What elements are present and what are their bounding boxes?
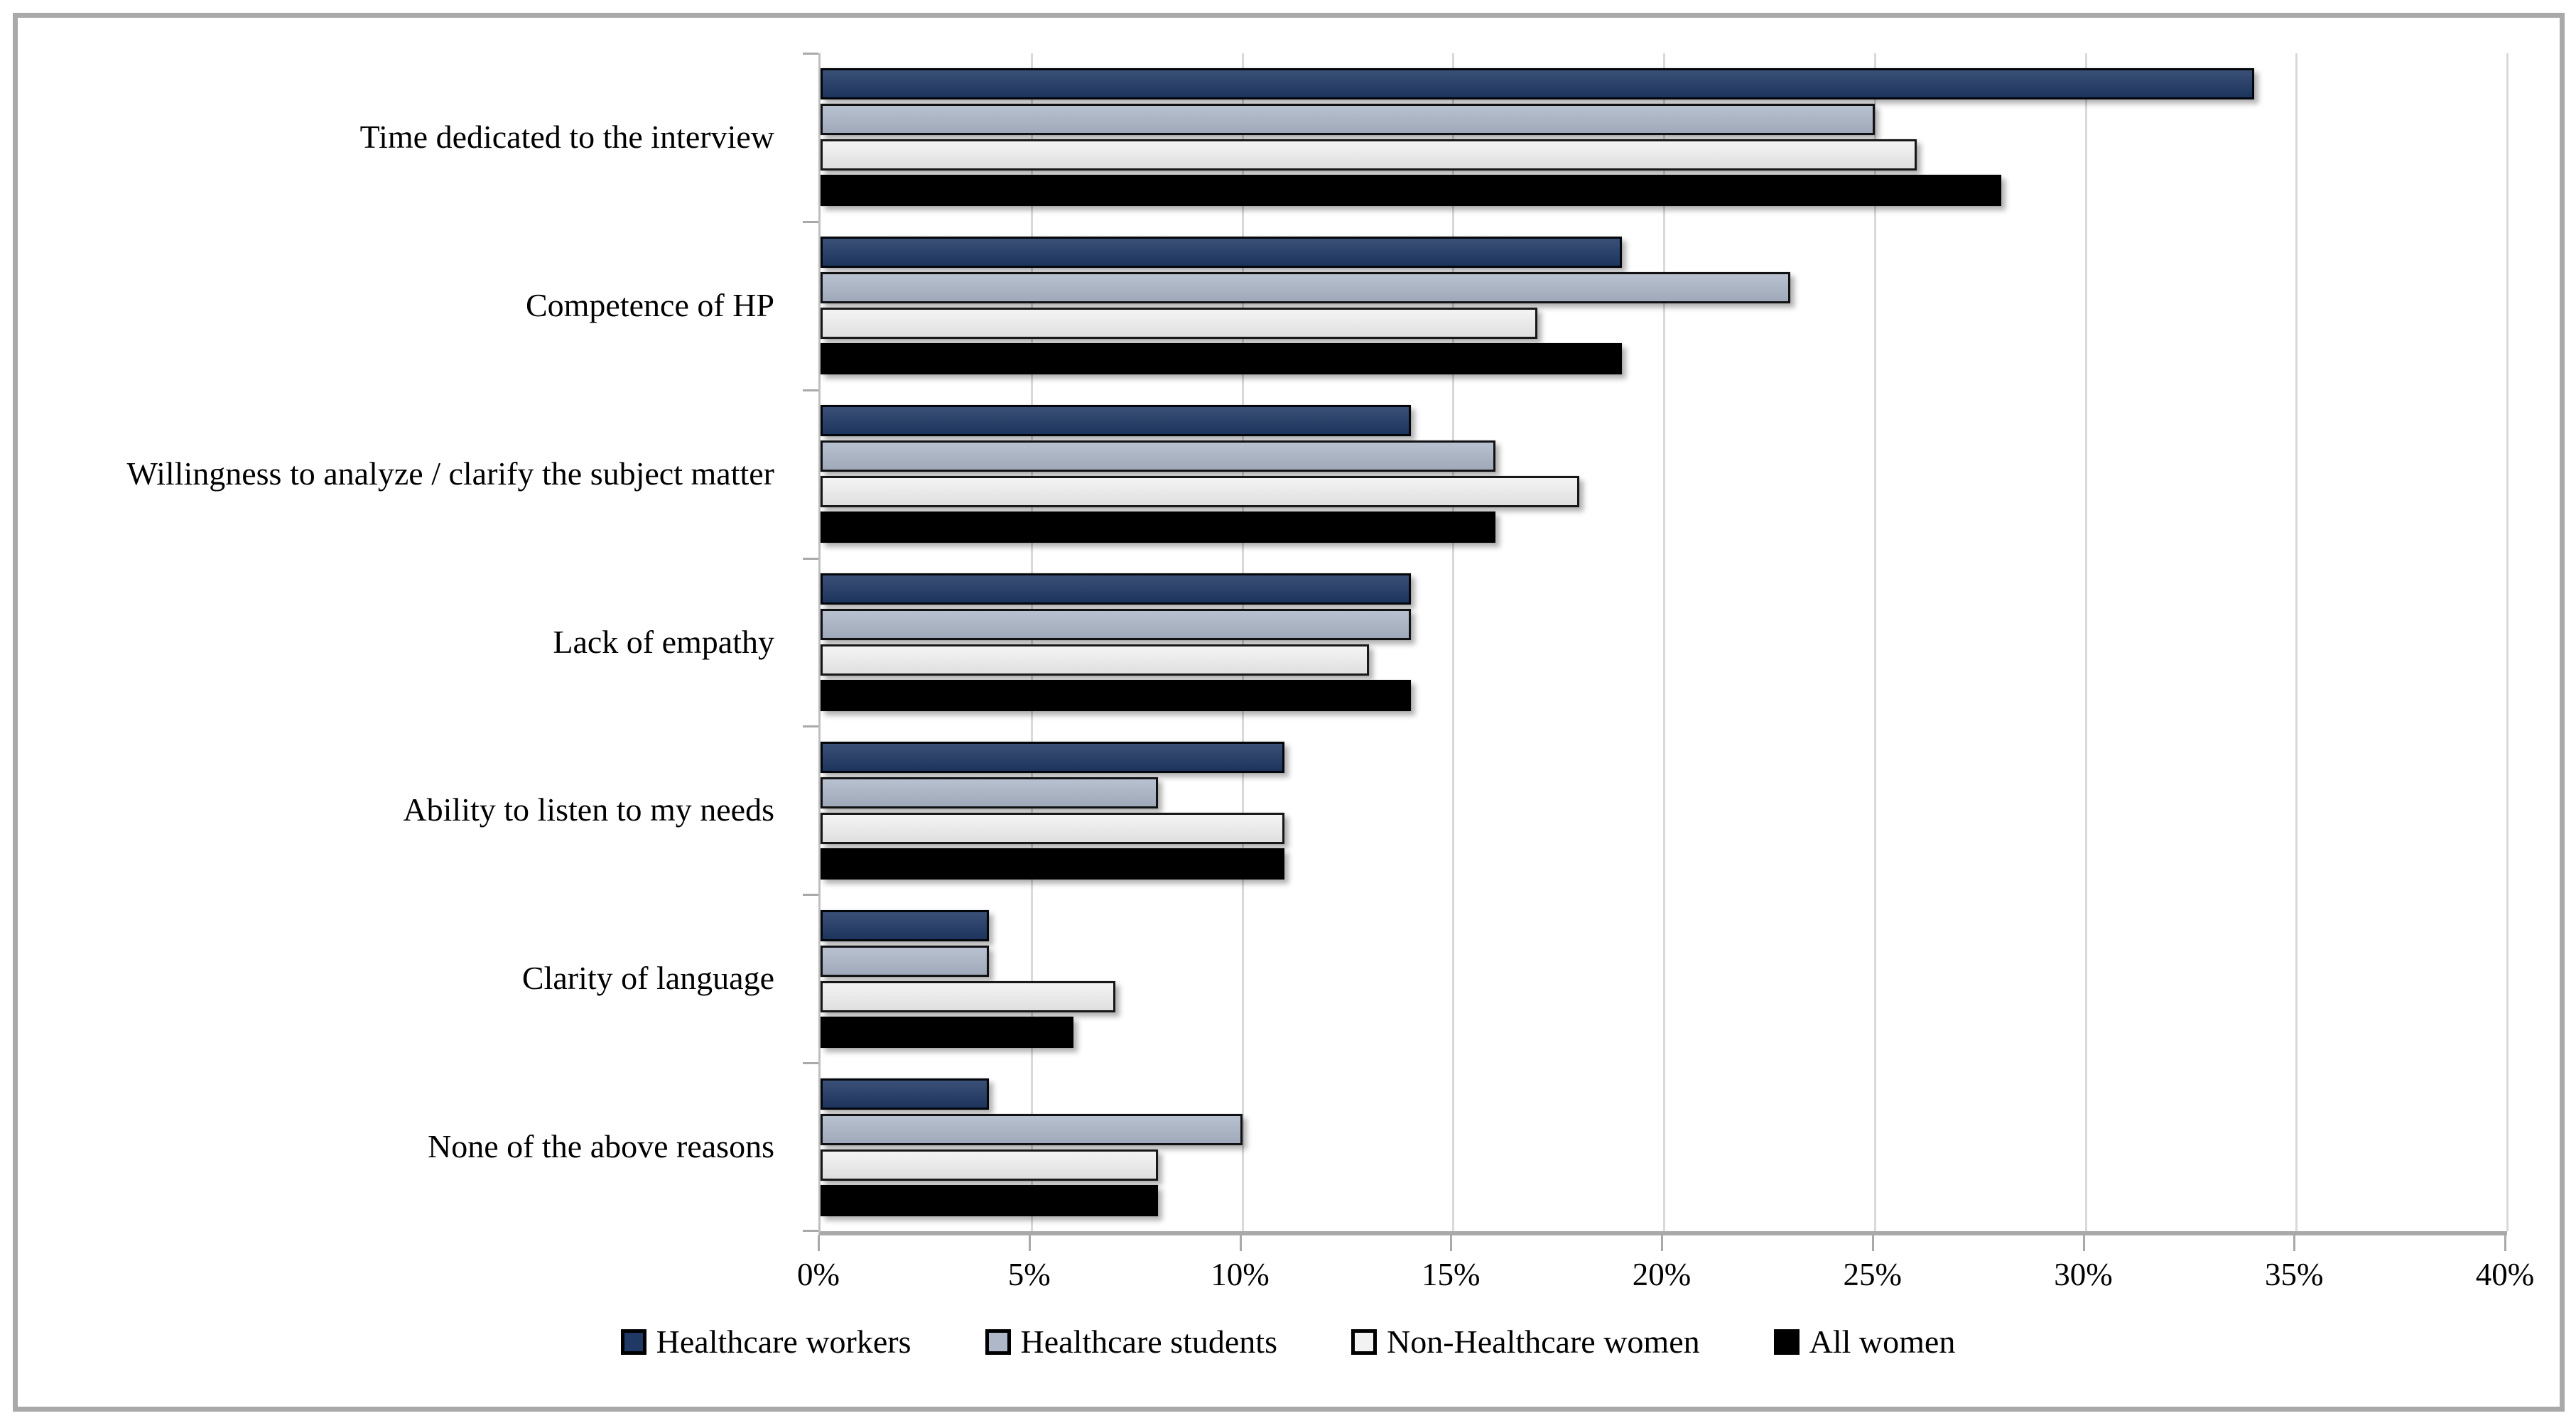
x-axis-tick xyxy=(818,1235,820,1251)
legend-item-healthcare-students: Healthcare students xyxy=(985,1323,1277,1360)
bar-all-women xyxy=(821,175,2001,207)
bar-healthcare-workers xyxy=(821,237,1622,269)
legend-marker-icon xyxy=(1351,1329,1377,1355)
x-axis-tick xyxy=(1239,1235,1242,1251)
y-axis-tick xyxy=(803,389,818,391)
x-axis-label-5pct: 5% xyxy=(1007,1257,1051,1292)
category-label-time-dedicated-to-the-interview: Time dedicated to the interview xyxy=(359,118,774,155)
y-axis-tick xyxy=(803,894,818,897)
x-axis-label-35pct: 35% xyxy=(2265,1257,2324,1292)
legend-marker-icon xyxy=(620,1329,646,1355)
bar-non-healthcare-women xyxy=(821,644,1369,676)
legend-label: Non-Healthcare women xyxy=(1386,1324,1700,1360)
bar-non-healthcare-women xyxy=(821,139,1917,171)
x-axis-tick xyxy=(1450,1235,1453,1251)
x-axis-label-30pct: 30% xyxy=(2054,1257,2113,1292)
bar-group-none-of-the-above-reasons xyxy=(821,1063,2507,1231)
bar-healthcare-students xyxy=(821,272,1791,304)
bar-healthcare-workers xyxy=(821,573,1411,605)
bar-healthcare-students xyxy=(821,1113,1243,1145)
x-axis-label-10pct: 10% xyxy=(1211,1257,1270,1292)
bar-group-clarity-of-language xyxy=(821,894,2507,1063)
legend-item-non-healthcare-women: Non-Healthcare women xyxy=(1351,1323,1700,1360)
gridline-5pct xyxy=(1030,53,1033,1231)
category-label-none-of-the-above-reasons: None of the above reasons xyxy=(428,1128,774,1165)
y-axis-tick xyxy=(803,557,818,560)
bar-healthcare-students xyxy=(821,608,1411,640)
category-label-willingness-to-analyze-clarify-the-subject-matter: Willingness to analyze / clarify the sub… xyxy=(126,455,774,492)
category-label-competence-of-hp: Competence of HP xyxy=(525,286,774,323)
bar-healthcare-workers xyxy=(821,68,2254,100)
bar-healthcare-workers xyxy=(821,909,990,941)
bar-group-competence-of-hp xyxy=(821,222,2507,390)
bar-group-lack-of-empathy xyxy=(821,558,2507,727)
bar-non-healthcare-women xyxy=(821,1149,1158,1181)
bar-group-willingness-to-analyze-clarify-the-subject-matter xyxy=(821,390,2507,558)
gridline-10pct xyxy=(1241,53,1244,1231)
x-axis-tick xyxy=(2082,1235,2085,1251)
y-axis-tick xyxy=(803,725,818,728)
x-axis-tick xyxy=(2293,1235,2296,1251)
bar-all-women xyxy=(821,343,1622,375)
category-label-clarity-of-language: Clarity of language xyxy=(521,960,774,997)
bar-healthcare-workers xyxy=(821,405,1411,437)
bar-all-women xyxy=(821,512,1495,543)
bar-healthcare-students xyxy=(821,440,1495,472)
bar-all-women xyxy=(821,1016,1074,1048)
legend-marker-icon xyxy=(1773,1329,1800,1355)
y-axis-tick xyxy=(803,53,818,55)
y-axis-tick xyxy=(803,220,818,223)
bar-healthcare-students xyxy=(821,777,1158,808)
bar-healthcare-students xyxy=(821,945,990,977)
legend-item-healthcare-workers: Healthcare workers xyxy=(620,1323,911,1360)
gridline-40pct xyxy=(2506,53,2509,1231)
bar-all-women xyxy=(821,679,1411,711)
chart-legend: Healthcare workers Healthcare students Non… xyxy=(0,1323,2576,1360)
bar-healthcare-students xyxy=(821,104,1875,136)
category-label-ability-to-listen-to-my-needs: Ability to listen to my needs xyxy=(403,791,774,828)
legend-label: Healthcare workers xyxy=(656,1324,911,1360)
bar-group-time-dedicated-to-the-interview xyxy=(821,53,2507,222)
legend-label: Healthcare students xyxy=(1020,1324,1277,1360)
gridline-15pct xyxy=(1452,53,1455,1231)
x-axis-tick xyxy=(2504,1235,2506,1251)
gridline-30pct xyxy=(2084,53,2087,1231)
x-axis-label-0pct: 0% xyxy=(797,1257,840,1292)
bar-group-ability-to-listen-to-my-needs xyxy=(821,726,2507,894)
legend-marker-icon xyxy=(985,1329,1011,1355)
legend-label: All women xyxy=(1809,1324,1956,1360)
x-axis-label-15pct: 15% xyxy=(1422,1257,1481,1292)
bar-healthcare-workers xyxy=(821,1078,990,1110)
x-axis-tick xyxy=(1028,1235,1031,1251)
x-axis-label-40pct: 40% xyxy=(2475,1257,2535,1292)
y-axis-tick xyxy=(803,1230,818,1232)
y-axis-tick xyxy=(803,1062,818,1065)
legend-item-all-women: All women xyxy=(1773,1323,1956,1360)
bar-non-healthcare-women xyxy=(821,476,1580,508)
x-axis-label-20pct: 20% xyxy=(1632,1257,1692,1292)
plot-area xyxy=(818,53,2509,1235)
gridline-25pct xyxy=(1873,53,1876,1231)
bar-all-women xyxy=(821,1184,1158,1216)
bar-all-women xyxy=(821,848,1284,880)
bar-healthcare-workers xyxy=(821,741,1284,773)
category-axis-labels: Time dedicated to the interview Competenc… xyxy=(28,53,793,1231)
x-axis-label-25pct: 25% xyxy=(1843,1257,1903,1292)
bar-non-healthcare-women xyxy=(821,308,1537,340)
bar-non-healthcare-women xyxy=(821,980,1116,1012)
gridline-35pct xyxy=(2295,53,2298,1231)
x-axis-tick xyxy=(1661,1235,1663,1251)
bar-non-healthcare-women xyxy=(821,812,1284,844)
x-axis-tick xyxy=(1871,1235,1874,1251)
gridline-20pct xyxy=(1663,53,1665,1231)
category-label-lack-of-empathy: Lack of empathy xyxy=(553,623,774,660)
